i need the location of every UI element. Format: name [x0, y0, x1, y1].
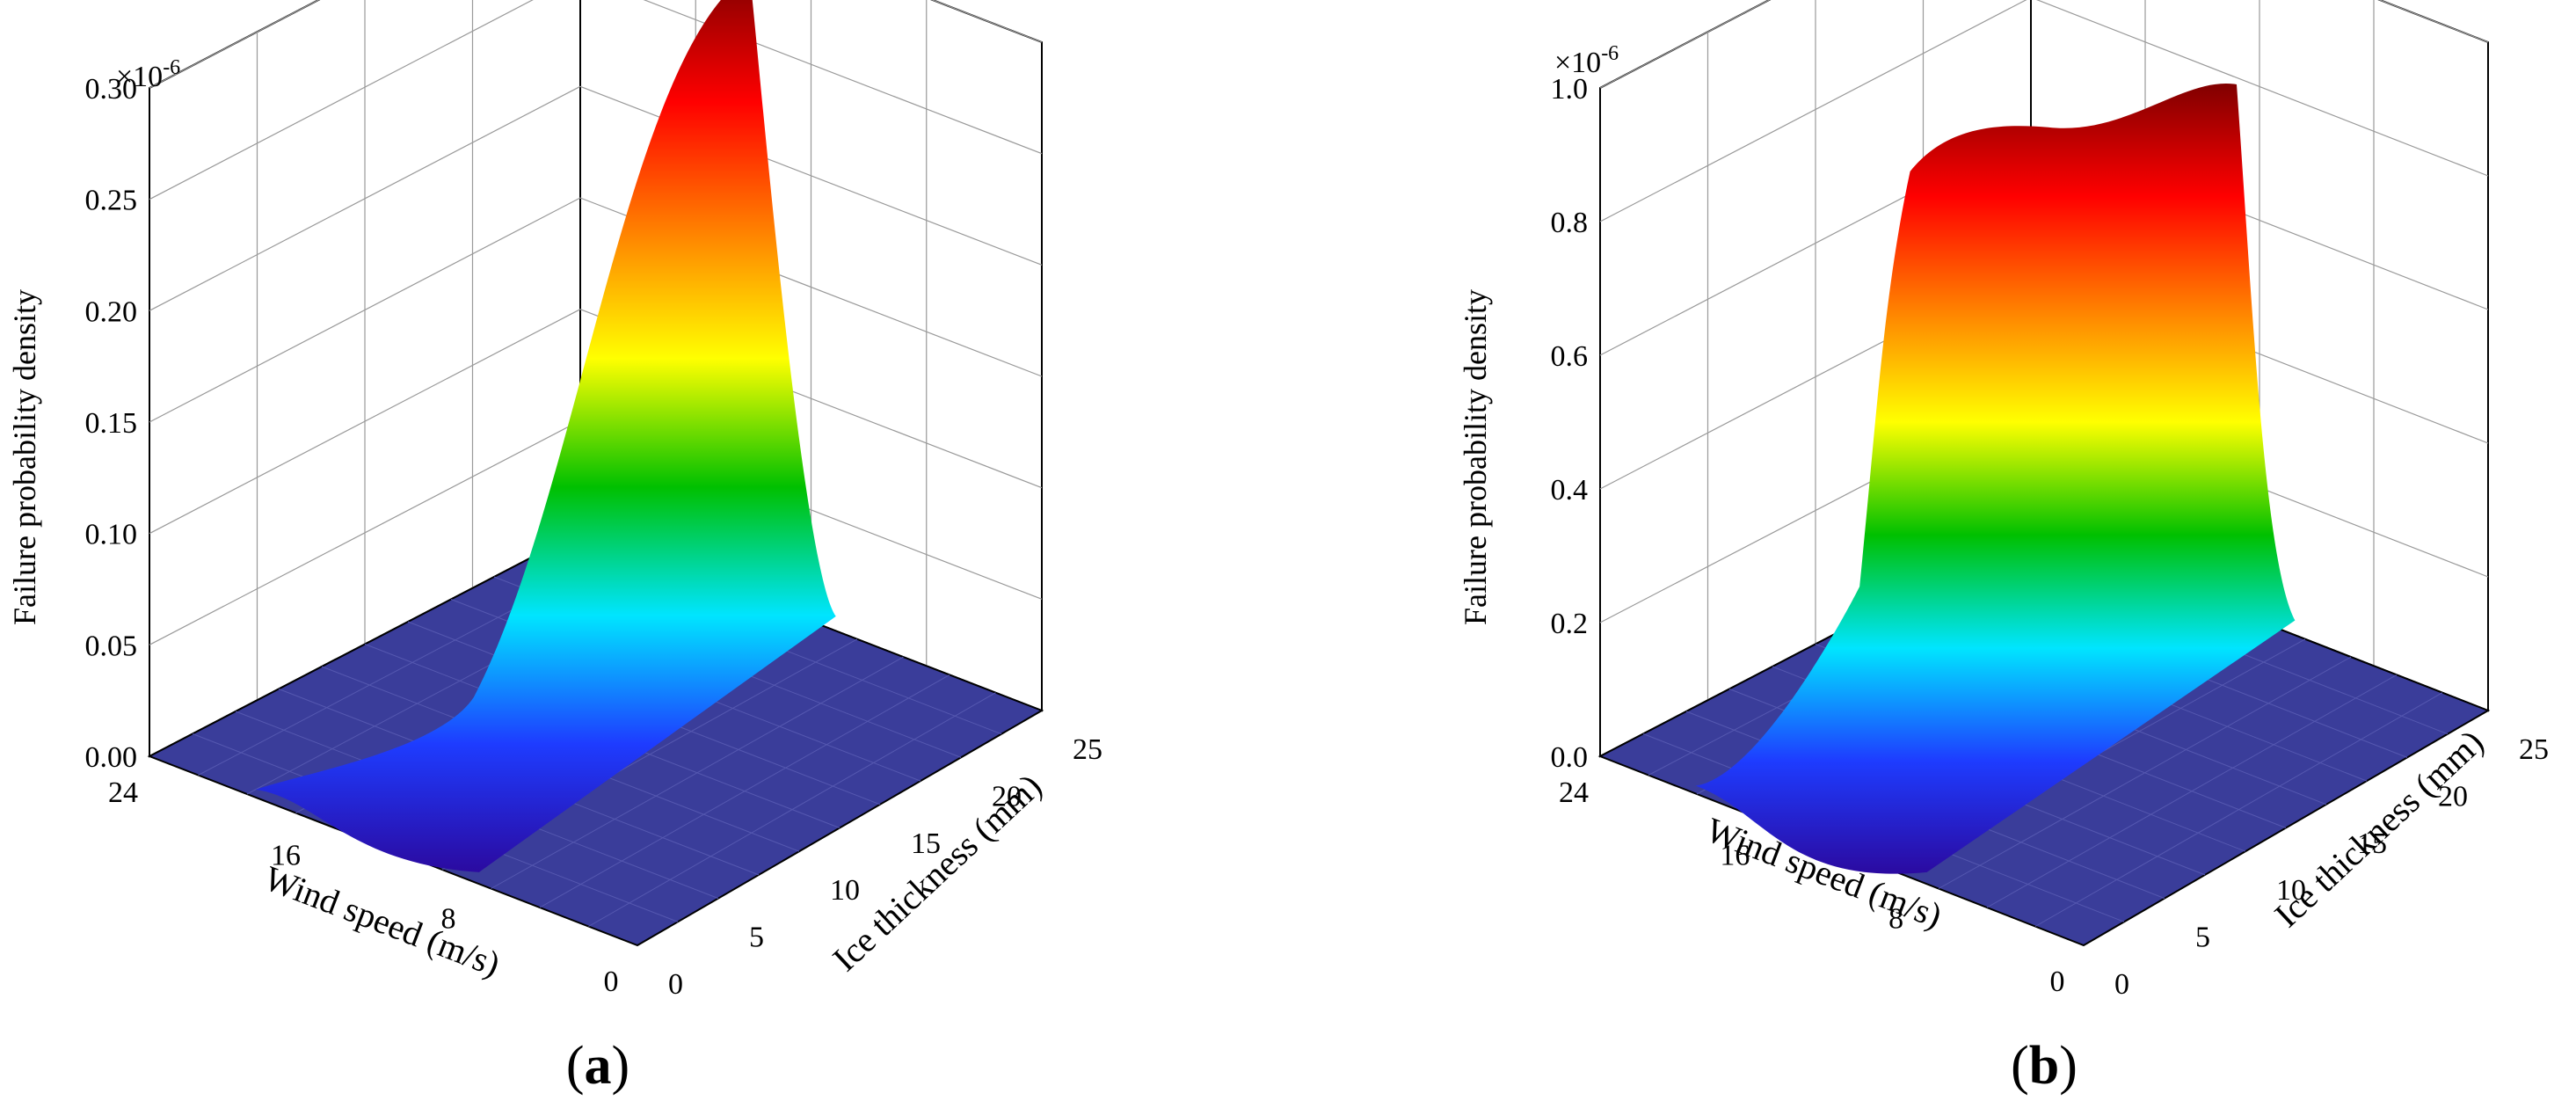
surface-chart-a: 0.00 0.05 0.10 0.15 0.20 0.25 0.30 0 8 16 24 0 5 10 15… [7, 0, 1102, 1096]
z-exponent-a: -6 [163, 56, 180, 79]
panel-letter-a: a [585, 1036, 612, 1096]
floor-mesh-line [1938, 656, 2352, 889]
x-tick-label: 24 [1559, 776, 1589, 809]
x-tick-label: 8 [1888, 902, 1903, 935]
y-tick-label: 20 [2438, 780, 2468, 813]
floor-mesh-line [1986, 674, 2398, 908]
failure-density-surface [255, 0, 836, 872]
surface-chart-b: 0.0 0.2 0.4 0.6 0.8 1.0 0 8 16 24 0 5 10 15 20 25 Failu… [1458, 0, 2549, 1096]
y-tick-label: 5 [2195, 922, 2210, 954]
floor-mesh-line [491, 656, 904, 889]
y-tick-label: 15 [2357, 827, 2387, 860]
z-tick-label: 0.00 [85, 741, 138, 774]
y-tick-label: 15 [911, 827, 941, 860]
x-tick-label: 24 [108, 776, 138, 809]
panel-label-a: (a) [566, 1036, 629, 1096]
y-tick-label: 0 [668, 968, 683, 1001]
z-tick-label: 0.20 [85, 295, 138, 328]
z-multiplier-text-a: ×10 [116, 61, 163, 93]
z-gridline [149, 0, 320, 89]
floor-mesh-line [539, 674, 950, 908]
y-tick-label: 10 [2276, 874, 2306, 907]
tick-labels-b: 0.0 0.2 0.4 0.6 0.8 1.0 0 8 16 24 0 5 10 15 20 25 [1551, 73, 2550, 1001]
z-axis-label-a: Failure probability density [7, 289, 42, 625]
z-tick-label: 0.2 [1551, 608, 1589, 640]
z-tick-label: 0.8 [1551, 207, 1589, 239]
z-tick-label: 0.30 [85, 73, 138, 106]
failure-density-surface [1695, 83, 2296, 874]
z-axis-label-b: Failure probability density [1458, 289, 1493, 625]
y-tick-label: 5 [749, 922, 764, 954]
z-exponent-b: -6 [1601, 42, 1619, 65]
floor-mesh-line [588, 692, 996, 927]
z-tick-label: 1.0 [1551, 73, 1589, 106]
x-tick-label: 8 [441, 902, 456, 935]
floor-mesh-line [2034, 692, 2443, 927]
z-multiplier-b: ×10-6 [1554, 42, 1619, 79]
z-gridline [931, 0, 1043, 43]
y-tick-label: 0 [2114, 968, 2129, 1001]
z-gridline [1599, 0, 1771, 89]
z-tick-label: 0.10 [85, 519, 138, 551]
panel-letter-b: b [2029, 1036, 2059, 1096]
surface-plot-b [1597, 83, 2491, 947]
z-tick-label: 0.25 [85, 185, 138, 217]
y-tick-label: 20 [992, 780, 1022, 813]
y-tick-label: 10 [830, 874, 860, 907]
x-tick-label: 16 [271, 840, 301, 872]
z-tick-label: 0.15 [85, 407, 138, 440]
z-tick-label: 0.05 [85, 630, 138, 662]
z-gridline [2378, 0, 2489, 43]
z-tick-label: 0.4 [1551, 474, 1589, 507]
y-tick-label: 25 [1073, 733, 1102, 766]
x-tick-label: 0 [604, 966, 619, 998]
x-tick-label: 0 [2050, 966, 2065, 998]
x-tick-label: 16 [1720, 840, 1750, 872]
z-tick-label: 0.6 [1551, 340, 1589, 373]
panel-label-b: (b) [2011, 1036, 2078, 1096]
tick-labels-a: 0.00 0.05 0.10 0.15 0.20 0.25 0.30 0 8 16 24 0 5 10 15… [85, 73, 1103, 1001]
surface-plot-a [147, 0, 1044, 947]
z-multiplier-text-b: ×10 [1554, 47, 1601, 79]
z-tick-label: 0.0 [1551, 741, 1589, 774]
y-tick-label: 25 [2519, 733, 2549, 766]
z-multiplier-a: ×10-6 [116, 56, 180, 93]
